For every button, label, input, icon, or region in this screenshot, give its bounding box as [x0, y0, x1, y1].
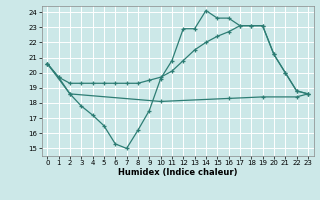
X-axis label: Humidex (Indice chaleur): Humidex (Indice chaleur) — [118, 168, 237, 177]
